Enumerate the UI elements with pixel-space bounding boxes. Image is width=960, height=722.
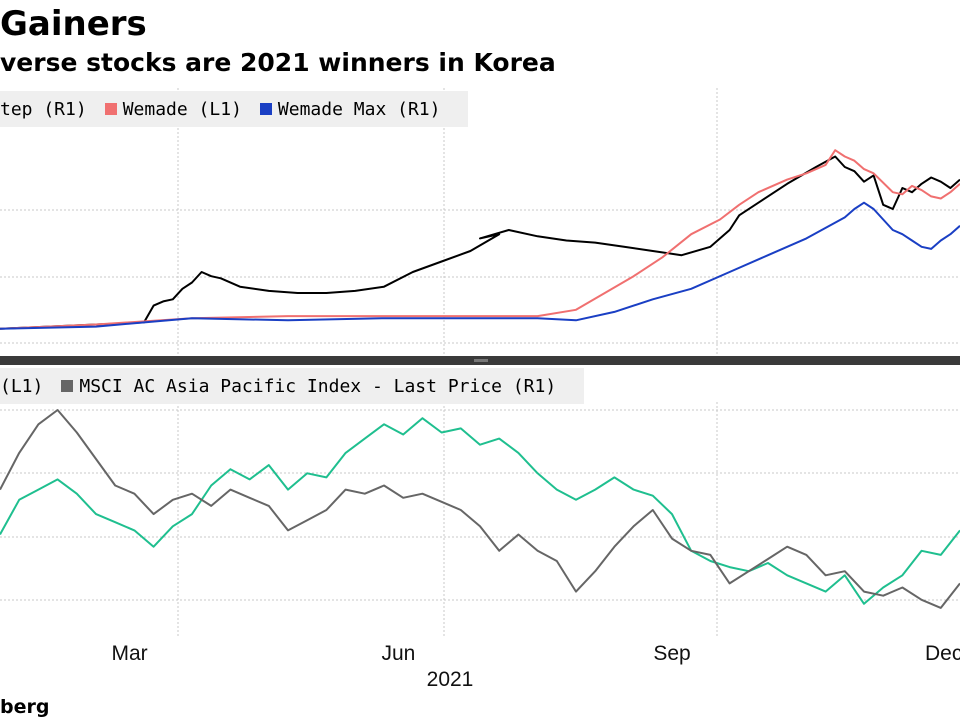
top-panel-grid: [0, 88, 960, 355]
x-tick-label: Jun: [381, 642, 415, 665]
legend-item-bottom-1[interactable]: MSCI AC Asia Pacific Index - Last Price …: [61, 376, 556, 397]
legend-label: tep (R1): [0, 98, 87, 120]
legend-label: (L1): [0, 375, 44, 397]
legend-label: Wemade Max (R1): [277, 98, 441, 120]
legend-swatch: [61, 380, 74, 392]
source-credit: berg: [0, 696, 50, 718]
legend-label: MSCI AC Asia Pacific Index - Last Price …: [79, 375, 557, 397]
bottom-panel-grid: [0, 402, 960, 636]
series-line-bottom-0: [0, 417, 960, 605]
chart-title: Gainers: [0, 4, 147, 44]
legend-label: Wemade (L1): [122, 98, 242, 120]
legend-item-top-2[interactable]: Wemade Max (R1): [259, 98, 441, 120]
top-legend: tep (R1) Wemade (L1) Wemade Max (R1): [0, 91, 469, 127]
x-tick-label: Sep: [653, 642, 690, 665]
top-series-group: [0, 149, 960, 330]
legend-swatch: [104, 103, 117, 115]
bottom-legend: (L1) MSCI AC Asia Pacific Index - Last Pr…: [0, 368, 585, 404]
legend-item-top-0[interactable]: tep (R1): [0, 99, 87, 120]
x-tick-label: Mar: [112, 642, 148, 665]
legend-swatch: [259, 103, 272, 115]
x-tick-label: Dec: [925, 642, 960, 665]
legend-item-bottom-0[interactable]: (L1): [0, 376, 43, 397]
legend-item-top-1[interactable]: Wemade (L1): [104, 98, 242, 120]
divider-handle[interactable]: [474, 359, 488, 362]
series-line-bottom-1: [0, 409, 960, 609]
x-axis-label: 2021: [427, 668, 474, 691]
x-axis-ticks: Mar Jun Sep Dec: [112, 642, 960, 665]
series-line-top-0: [0, 155, 960, 330]
bottom-series-group: [0, 409, 960, 609]
series-line-top-1: [0, 149, 960, 330]
chart-subtitle: verse stocks are 2021 winners in Korea: [0, 48, 556, 77]
series-line-top-2: [0, 201, 960, 330]
